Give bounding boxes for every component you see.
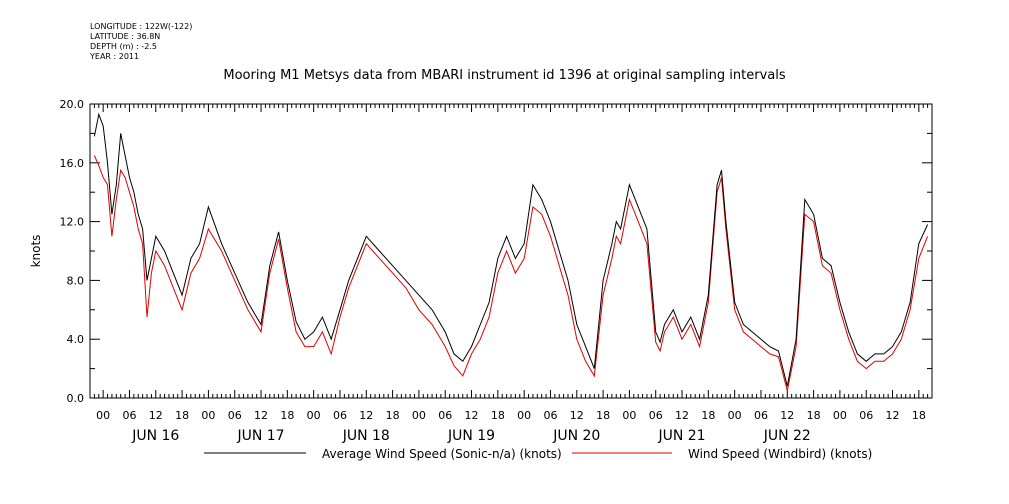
x-hour-label: 12: [359, 409, 373, 422]
latitude-label: LATITUDE : 36.8N: [90, 32, 161, 41]
x-day-label: JUN 21: [657, 428, 705, 444]
x-hour-label: 00: [728, 409, 742, 422]
y-tick-label: 4.0: [67, 333, 85, 346]
x-hour-label: 18: [386, 409, 400, 422]
x-hour-label: 06: [649, 409, 663, 422]
x-day-label: JUN 22: [763, 428, 811, 444]
x-hour-label: 00: [833, 409, 847, 422]
x-hour-label: 00: [201, 409, 215, 422]
x-hour-label: 06: [543, 409, 557, 422]
x-hour-label: 18: [912, 409, 926, 422]
x-day-label: JUN 20: [552, 428, 600, 444]
x-hour-label: 06: [438, 409, 452, 422]
x-hour-label: 00: [517, 409, 531, 422]
x-hour-label: 00: [307, 409, 321, 422]
x-hour-label: 06: [228, 409, 242, 422]
series-sonic-line: [93, 112, 929, 387]
series-windbird-line: [93, 155, 929, 391]
x-day-label: JUN 18: [342, 428, 390, 444]
legend-label-windbird: Wind Speed (Windbird) (knots): [688, 447, 872, 461]
x-hour-label: 18: [280, 409, 294, 422]
x-hour-label: 00: [412, 409, 426, 422]
x-hour-label: 18: [807, 409, 821, 422]
y-tick-label: 12.0: [60, 216, 85, 229]
x-hour-label: 06: [859, 409, 873, 422]
longitude-label: LONGITUDE : 122W(-122): [90, 22, 193, 31]
legend-label-sonic: Average Wind Speed (Sonic-n/a) (knots): [322, 447, 562, 461]
x-hour-label: 12: [675, 409, 689, 422]
year-label: YEAR : 2011: [90, 52, 140, 61]
x-hour-label: 18: [491, 409, 505, 422]
x-hour-label: 00: [622, 409, 636, 422]
x-axis: 00 06 12 18 00 06 12 18 00 06 12 18 00 06 12 18 00 06 12 18…: [89, 104, 933, 444]
metadata-block: LONGITUDE : 122W(-122) LATITUDE : 36.8N …: [90, 22, 192, 62]
x-day-label: JUN 19: [447, 428, 495, 444]
chart-title: Mooring M1 Metsys data from MBARI instru…: [223, 68, 786, 83]
y-tick-label: 0.0: [67, 392, 85, 405]
x-hour-label: 18: [701, 409, 715, 422]
x-hour-label: 06: [122, 409, 136, 422]
x-hour-label: 12: [886, 409, 900, 422]
x-hour-label: 06: [754, 409, 768, 422]
x-hour-label: 06: [333, 409, 347, 422]
x-hour-label: 12: [780, 409, 794, 422]
x-hour-label: 12: [465, 409, 479, 422]
y-tick-label: 20.0: [60, 98, 85, 111]
depth-label: DEPTH (m) : -2.5: [90, 42, 157, 51]
y-tick-label: 8.0: [67, 274, 85, 287]
plot-frame: [89, 103, 933, 399]
y-axis: 0.0 4.0 8.0 12.0 16.0 20.0: [60, 98, 932, 405]
y-tick-label: 16.0: [60, 157, 85, 170]
x-hour-label: 12: [570, 409, 584, 422]
x-hour-label: 12: [149, 409, 163, 422]
x-day-label: JUN 16: [131, 428, 179, 444]
x-hour-label: 18: [175, 409, 189, 422]
y-axis-label: knots: [29, 235, 43, 268]
x-hour-label: 00: [96, 409, 110, 422]
x-day-label: JUN 17: [236, 428, 284, 444]
series-group: [93, 112, 929, 391]
legend: Average Wind Speed (Sonic-n/a) (knots) W…: [204, 447, 872, 461]
x-hour-label: 12: [254, 409, 268, 422]
x-hour-label: 18: [596, 409, 610, 422]
